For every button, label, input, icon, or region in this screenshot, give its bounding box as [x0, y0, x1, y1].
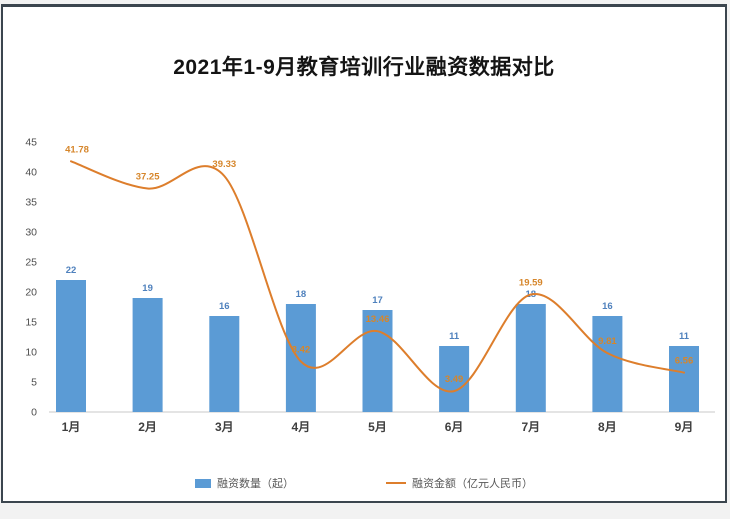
bar-value-label: 16	[602, 301, 613, 312]
x-axis-month-label: 8月	[598, 420, 617, 434]
y-axis-tick-label: 30	[25, 227, 37, 239]
bar-value-label: 18	[296, 289, 307, 300]
legend-item-financing-count: 融资数量（起）	[195, 475, 294, 491]
financing-amount-line	[70, 160, 685, 393]
legend-line-swatch-icon	[386, 482, 406, 484]
line-point-label: 9.81	[598, 336, 617, 347]
bar-financing-count	[56, 280, 86, 412]
line-point-label: 41.78	[65, 144, 89, 155]
y-axis-tick-label: 15	[25, 317, 37, 329]
chart-frame: 2021年1-9月教育培训行业融资数据对比 0 5 10 15 20 25 30 35 40 45…	[1, 4, 727, 503]
legend-item-financing-amount: 融资金额（亿元人民币）	[386, 475, 533, 491]
x-axis-month-label: 1月	[62, 420, 81, 434]
y-axis-tick-label: 25	[25, 257, 37, 269]
line-point-label: 13.46	[366, 314, 390, 325]
bar-financing-count	[515, 304, 546, 412]
bar-value-label: 16	[219, 301, 230, 312]
y-axis-tick-label: 45	[25, 137, 37, 149]
legend-bar-swatch-icon	[195, 478, 211, 488]
y-axis-tick-label: 20	[25, 287, 37, 299]
x-axis-month-label: 3月	[215, 420, 234, 434]
chart-svg: 05101520253035404522191618171118161141.7…	[25, 137, 715, 434]
x-axis-month-label: 7月	[521, 420, 540, 434]
legend-count-label: 融资数量（起）	[217, 478, 294, 490]
x-axis-month-label: 9月	[675, 420, 694, 434]
x-axis-month-label: 6月	[445, 420, 464, 434]
x-axis-month-label: 5月	[368, 420, 387, 434]
bar-financing-count	[592, 316, 623, 412]
legend-amount-label: 融资金额（亿元人民币）	[412, 478, 533, 490]
y-axis-tick-label: 40	[25, 167, 37, 179]
chart-title: 2021年1-9月教育培训行业融资数据对比	[173, 56, 555, 79]
x-axis-month-label: 2月	[138, 420, 157, 434]
bar-financing-count	[285, 304, 316, 412]
bar-value-label: 19	[142, 283, 153, 294]
bar-financing-count	[209, 316, 240, 412]
line-point-label: 39.33	[212, 159, 236, 170]
bar-financing-count	[132, 298, 163, 412]
bar-financing-count	[669, 346, 699, 412]
y-axis-tick-label: 35	[25, 197, 37, 209]
bar-value-label: 22	[66, 265, 77, 276]
bar-value-label: 17	[372, 295, 383, 306]
line-point-label: 37.25	[136, 172, 160, 183]
legend: 融资数量（起） 融资金额（亿元人民币）	[3, 475, 725, 491]
bar-financing-count	[439, 346, 470, 412]
bar-value-label: 11	[449, 331, 460, 342]
y-axis-tick-label: 0	[31, 407, 37, 419]
line-point-label: 8.42	[292, 345, 311, 356]
line-point-label: 6.56	[675, 356, 694, 367]
y-axis-tick-label: 10	[25, 347, 37, 359]
bar-financing-count	[362, 310, 393, 412]
line-point-label: 19.59	[519, 278, 543, 289]
line-point-label: 3.49	[445, 374, 464, 385]
bar-value-label: 11	[679, 331, 690, 342]
y-axis-tick-label: 5	[31, 377, 37, 389]
x-axis-month-label: 4月	[292, 420, 311, 434]
